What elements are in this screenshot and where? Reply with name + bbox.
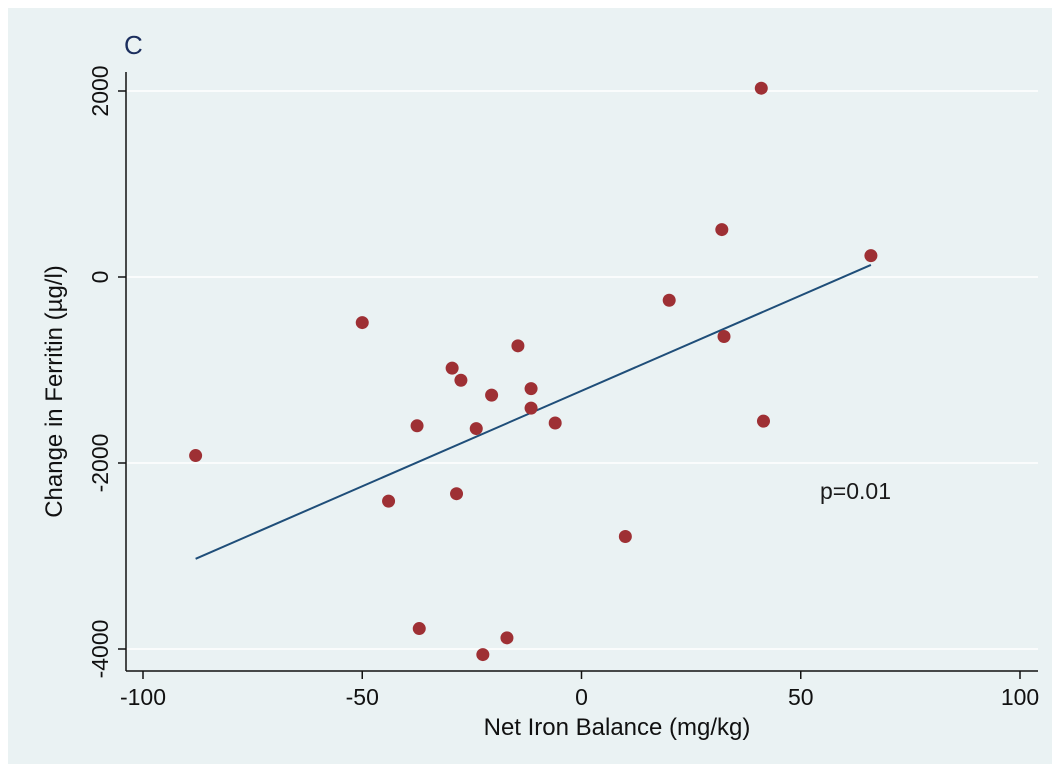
y-tick-label: -2000 bbox=[87, 434, 113, 493]
data-point bbox=[717, 330, 731, 344]
y-tick-label: 0 bbox=[87, 271, 113, 284]
y-axis-title: Change in Ferritin (µg/l) bbox=[41, 265, 68, 518]
data-point bbox=[864, 249, 878, 263]
data-point bbox=[548, 416, 562, 430]
data-point bbox=[469, 422, 483, 436]
data-point bbox=[476, 648, 490, 662]
x-tick-label: -50 bbox=[346, 684, 379, 710]
data-point bbox=[454, 373, 468, 387]
axes bbox=[125, 72, 1038, 672]
x-axis-title: Net Iron Balance (mg/kg) bbox=[484, 714, 751, 741]
y-tick-label: -4000 bbox=[87, 620, 113, 679]
tick-marks bbox=[118, 90, 1021, 679]
data-points bbox=[189, 81, 878, 662]
data-point bbox=[412, 622, 426, 636]
data-point bbox=[500, 631, 514, 645]
data-point bbox=[715, 223, 729, 237]
data-point bbox=[524, 401, 538, 415]
data-point bbox=[485, 388, 499, 402]
panel-label: C bbox=[124, 30, 143, 60]
data-point bbox=[382, 494, 396, 508]
data-point bbox=[754, 81, 768, 95]
data-point bbox=[450, 487, 464, 501]
tick-labels: -100 -50 0 50 100 -4000 -2000 0 2000 bbox=[87, 65, 1039, 710]
data-point bbox=[189, 449, 203, 463]
data-point bbox=[445, 361, 459, 375]
data-point bbox=[355, 316, 369, 330]
p-value-annotation: p=0.01 bbox=[820, 478, 891, 504]
x-tick-label: 100 bbox=[1001, 684, 1039, 710]
x-tick-label: -100 bbox=[120, 684, 166, 710]
x-tick-label: 0 bbox=[575, 684, 588, 710]
x-tick-label: 50 bbox=[788, 684, 814, 710]
data-point bbox=[662, 293, 676, 307]
y-tick-label: 2000 bbox=[87, 65, 113, 116]
data-point bbox=[756, 414, 770, 428]
data-point bbox=[410, 419, 424, 433]
gridlines bbox=[126, 90, 1038, 650]
data-point bbox=[511, 339, 525, 353]
data-point bbox=[524, 382, 538, 396]
data-point bbox=[618, 529, 632, 543]
